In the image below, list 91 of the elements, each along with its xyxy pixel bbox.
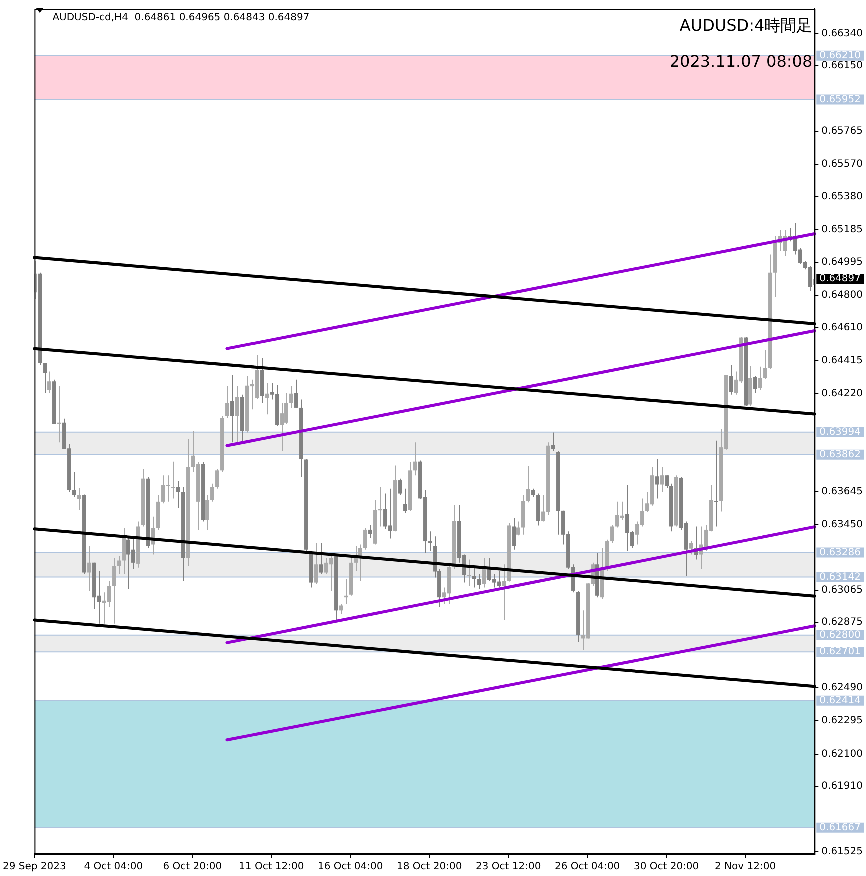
candlestick <box>512 518 516 550</box>
candlestick <box>758 366 762 390</box>
y-tick-label: 0.66340 <box>822 28 864 40</box>
y-tick-label: 0.61525 <box>822 846 864 858</box>
candlestick <box>58 386 62 444</box>
x-tick-label: 16 Oct 04:00 <box>318 862 384 873</box>
y-tick-label: 0.62490 <box>822 682 864 694</box>
candlestick <box>730 364 734 396</box>
y-tick-label: 0.66150 <box>822 60 864 72</box>
x-tick-label: 4 Oct 04:00 <box>84 862 144 873</box>
y-tick-label: 0.65570 <box>822 159 864 170</box>
y-tick-label: 0.65380 <box>822 192 864 203</box>
candlestick <box>230 374 234 444</box>
candlestick <box>660 466 664 493</box>
candlestick <box>118 556 122 575</box>
candlestick <box>478 574 482 590</box>
ref-line-label: 0.63142 <box>820 572 862 583</box>
y-tick-label: 0.62100 <box>822 748 864 760</box>
y-tick-label: 0.64800 <box>822 290 864 302</box>
candlestick <box>472 567 476 588</box>
candlestick <box>398 478 402 496</box>
candlestick <box>526 466 530 504</box>
candlestick <box>88 546 92 592</box>
y-tick-label: 0.65185 <box>822 224 864 236</box>
y-tick-label: 0.64995 <box>822 256 864 268</box>
candlestick <box>502 564 506 621</box>
candlestick <box>206 494 210 530</box>
ref-line-label: 0.63286 <box>820 547 862 558</box>
y-tick-label: 0.62875 <box>822 617 864 628</box>
candlestick <box>414 442 418 476</box>
y-tick-label: 0.62295 <box>822 716 864 727</box>
y-tick-label: 0.65765 <box>822 126 864 138</box>
candlestick <box>552 432 556 452</box>
candlestick <box>468 559 472 587</box>
candlestick <box>172 461 176 500</box>
candlestick <box>44 362 48 394</box>
candlestick <box>378 486 382 528</box>
text: 0.64897 <box>820 274 862 285</box>
candlestick <box>610 524 614 544</box>
x-tick-label: 11 Oct 12:00 <box>239 862 304 873</box>
candlestick <box>656 458 660 500</box>
candlestick <box>290 386 294 408</box>
annotation: AUDUSD-cd,H4 0.64861 0.64965 0.64843 0.64897 <box>52 12 310 24</box>
candlestick <box>320 542 324 575</box>
candlestick <box>690 541 694 556</box>
candlestick <box>364 528 368 550</box>
candlestick <box>754 376 758 394</box>
x-tick-label: 23 Oct 12:00 <box>476 862 542 873</box>
candlestick <box>764 350 768 380</box>
ref-line-label: 0.65952 <box>820 94 862 106</box>
candlestick <box>294 379 298 408</box>
text: AUDUSD:4時間足 <box>680 16 813 36</box>
x-tick-label: 18 Oct 20:00 <box>397 862 462 873</box>
candlestick <box>516 521 520 536</box>
candlestick <box>78 488 82 511</box>
y-tick-label: 0.61910 <box>822 781 864 792</box>
ref-line-label: 0.62414 <box>820 696 862 706</box>
x-tick-label: 6 Oct 20:00 <box>163 862 222 873</box>
ref-line-label: 0.62701 <box>820 646 862 658</box>
candlestick <box>226 386 230 418</box>
candlestick <box>122 528 126 575</box>
candlestick <box>210 483 214 502</box>
ref-line-label: 0.62800 <box>820 630 862 641</box>
candlestick <box>368 524 372 539</box>
y-tick-label: 0.64610 <box>822 322 864 334</box>
x-tick-label: 29 Sep 2023 <box>2 862 66 873</box>
y-tick-label: 0.63065 <box>822 584 864 596</box>
candlestick <box>176 481 180 510</box>
candlestick <box>236 386 240 445</box>
y-tick-label: 0.63645 <box>822 486 864 498</box>
candlestick <box>72 472 76 498</box>
y-tick-label: 0.63450 <box>822 519 864 530</box>
candlestick <box>404 488 408 514</box>
candlestick <box>48 371 52 394</box>
candlestick <box>482 558 486 588</box>
ref-line-label: 0.61667 <box>820 822 862 834</box>
candlestick <box>314 542 318 585</box>
y-tick-label: 0.64415 <box>822 355 864 366</box>
candlestick <box>216 468 220 490</box>
candlestick <box>714 440 718 528</box>
ref-line-label: 0.66210 <box>820 50 862 62</box>
ref-line-label: 0.63862 <box>820 449 862 460</box>
x-tick-label: 30 Oct 20:00 <box>634 862 700 873</box>
candlestick <box>112 558 116 624</box>
text: 2023.11.07 08:08 <box>670 52 813 72</box>
y-tick-label: 0.64220 <box>822 388 864 400</box>
candlestick <box>340 604 344 615</box>
candlestick <box>266 382 270 416</box>
x-tick-label: 26 Oct 04:00 <box>554 862 620 873</box>
x-tick-label: 2 Nov 12:00 <box>715 862 776 873</box>
ref-line-label: 0.63994 <box>820 427 862 438</box>
